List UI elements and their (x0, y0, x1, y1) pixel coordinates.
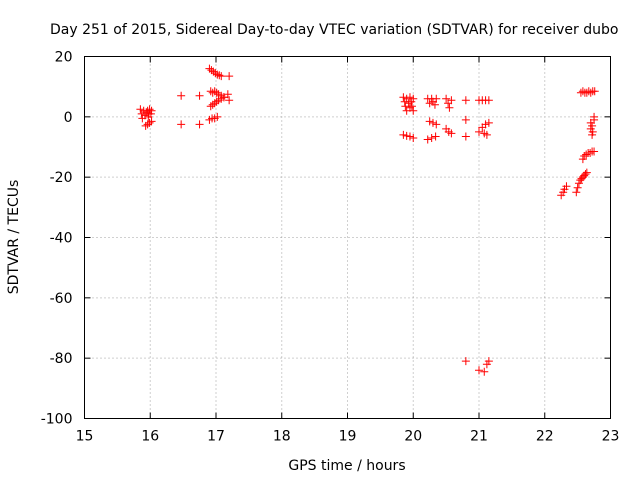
data-point (581, 170, 590, 179)
data-point (407, 102, 416, 111)
data-point (409, 94, 418, 103)
data-point (572, 188, 581, 197)
data-point (461, 115, 470, 124)
data-point (461, 357, 470, 366)
data-point (195, 120, 204, 129)
data-point (211, 69, 220, 78)
data-point (573, 183, 582, 192)
data-point (225, 72, 234, 81)
x-tick-label: 22 (536, 429, 554, 445)
data-point (136, 105, 145, 114)
data-point (147, 106, 156, 115)
data-point (425, 117, 434, 126)
x-tick-label: 16 (141, 429, 159, 445)
data-point (145, 105, 154, 114)
data-point (427, 133, 436, 142)
data-point (405, 132, 414, 141)
data-point (484, 118, 493, 127)
data-point (425, 99, 434, 108)
data-point (399, 130, 408, 139)
data-point (423, 135, 432, 144)
y-tick-label: -40 (50, 231, 73, 247)
y-tick-label: -100 (41, 412, 73, 428)
data-points (136, 64, 599, 376)
data-point (177, 120, 186, 129)
y-tick-label: 0 (64, 110, 73, 126)
data-point (212, 88, 221, 97)
x-tick-label: 20 (404, 429, 422, 445)
data-point (430, 100, 439, 109)
data-point (447, 129, 456, 138)
data-point (582, 150, 591, 159)
data-point (147, 117, 156, 126)
data-point (481, 120, 490, 129)
data-point (442, 94, 451, 103)
data-point (217, 72, 226, 81)
data-point (461, 132, 470, 141)
data-point (484, 357, 493, 366)
data-point (431, 132, 440, 141)
data-point (445, 103, 454, 112)
data-point (447, 96, 456, 105)
data-point (562, 182, 571, 191)
x-tick-label: 21 (470, 429, 488, 445)
data-point (145, 118, 154, 127)
data-point (405, 93, 414, 102)
data-point (212, 97, 221, 106)
data-point (432, 120, 441, 129)
data-point (461, 96, 470, 105)
data-point (586, 88, 595, 97)
data-point (409, 133, 418, 142)
data-point (586, 149, 595, 158)
y-tick-label: -20 (50, 170, 73, 186)
data-point (582, 168, 591, 177)
y-tick-label: -80 (50, 351, 73, 367)
y-axis-label: SDTVAR / TECUs (6, 180, 22, 295)
data-point (590, 112, 599, 121)
x-tick-label: 18 (273, 429, 291, 445)
data-point (177, 91, 186, 100)
x-axis-label: GPS time / hours (288, 458, 405, 474)
chart-title: Day 251 of 2015, Sidereal Day-to-day VTE… (50, 22, 618, 38)
data-point (482, 130, 491, 139)
data-point (225, 96, 234, 105)
data-point (588, 130, 597, 139)
x-tick-label: 19 (339, 429, 357, 445)
data-point (432, 94, 441, 103)
x-tick-label: 17 (207, 429, 225, 445)
data-point (402, 131, 411, 140)
x-tick-label: 23 (602, 429, 620, 445)
data-point (195, 91, 204, 100)
axis-ticks: 15 16 17 18 19 20 21 22 23 -100 -80 -60 -40 -20 0 20 (41, 50, 620, 445)
data-point (219, 93, 228, 102)
data-point (213, 112, 222, 121)
data-point (428, 118, 437, 127)
data-point (590, 87, 599, 96)
data-point (590, 147, 599, 156)
data-point (409, 106, 418, 115)
data-point (484, 96, 493, 105)
y-tick-label: 20 (55, 50, 73, 66)
y-tick-label: -60 (50, 291, 73, 307)
data-point (480, 367, 489, 376)
data-point (213, 70, 222, 79)
data-point (215, 71, 224, 80)
data-point (475, 127, 483, 136)
data-point (588, 121, 597, 130)
x-tick-label: 15 (76, 429, 94, 445)
data-point (475, 366, 483, 375)
